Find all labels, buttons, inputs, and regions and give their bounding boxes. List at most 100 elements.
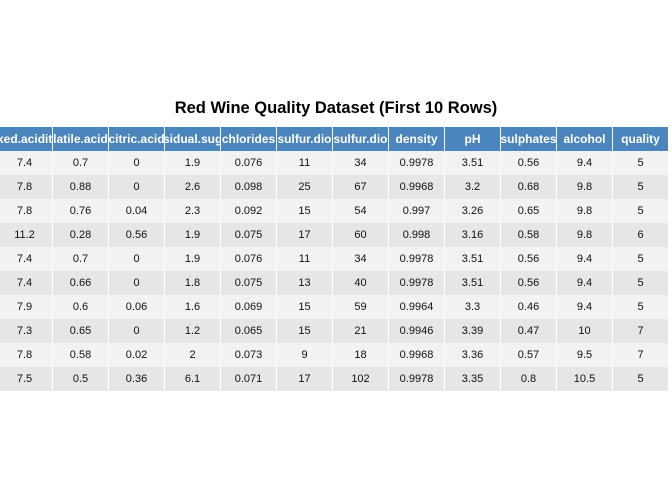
table-cell: 0.46 [500, 295, 557, 319]
table-cell: 7.5 [0, 367, 53, 391]
table-cell: 0 [108, 151, 165, 175]
table-cell: 7.3 [0, 319, 53, 343]
table-cell: 0.58 [500, 223, 557, 247]
table-cell: 10.5 [556, 367, 613, 391]
table-cell: 1.9 [164, 223, 221, 247]
table-cell: 15 [276, 319, 333, 343]
table-cell: 34 [332, 151, 389, 175]
table-cell: 0 [108, 319, 165, 343]
table-cell: 7.9 [0, 295, 53, 319]
column-header: citric.acid [108, 127, 165, 151]
table-cell: 2.3 [164, 199, 221, 223]
table-cell: 9.4 [556, 295, 613, 319]
table-cell: 0 [108, 247, 165, 271]
table-cell: 0 [108, 175, 165, 199]
table-cell: 0.9978 [388, 271, 445, 295]
table-cell: 59 [332, 295, 389, 319]
table-row: 11.2 0.28 0.56 1.9 0.075 17 60 0.998 3.16 0.58 9.8… [0, 223, 669, 247]
column-header: density [388, 127, 445, 151]
table-cell: 0.9978 [388, 151, 445, 175]
table-cell: 9.4 [556, 271, 613, 295]
table-cell: 0.076 [220, 247, 277, 271]
table-cell: 0.28 [52, 223, 109, 247]
chart-title: Red Wine Quality Dataset (First 10 Rows) [174, 99, 498, 117]
table-cell: 3.2 [444, 175, 501, 199]
table-cell: 1.8 [164, 271, 221, 295]
table-cell: 7.4 [0, 151, 53, 175]
table-row: 7.9 0.6 0.06 1.6 0.069 15 59 0.9964 3.3 0.46 9.4 5 [0, 295, 669, 319]
table-cell: 0.998 [388, 223, 445, 247]
column-header: alcohol [556, 127, 613, 151]
table-cell: 7 [612, 343, 669, 367]
table-cell: 9.4 [556, 151, 613, 175]
table-cell: 9.4 [556, 247, 613, 271]
column-header: quality [612, 127, 669, 151]
table-cell: 0.02 [108, 343, 165, 367]
table-cell: 67 [332, 175, 389, 199]
table-cell: 6.1 [164, 367, 221, 391]
table-cell: 0.073 [220, 343, 277, 367]
table-cell: 34 [332, 247, 389, 271]
table-cell: 0.65 [52, 319, 109, 343]
table-cell: 9.8 [556, 223, 613, 247]
table-cell: 13 [276, 271, 333, 295]
table-cell: 0.075 [220, 271, 277, 295]
column-header: sulfur.dio [276, 127, 333, 151]
table-cell: 0.092 [220, 199, 277, 223]
table-cell: 25 [276, 175, 333, 199]
table-cell: 5 [612, 151, 669, 175]
table-cell: 0.9964 [388, 295, 445, 319]
table-cell: 7.8 [0, 199, 53, 223]
column-header: sulphates [500, 127, 557, 151]
table-cell: 0.56 [108, 223, 165, 247]
table-cell: 7 [612, 319, 669, 343]
table-cell: 0.76 [52, 199, 109, 223]
table-cell: 11 [276, 151, 333, 175]
table-cell: 54 [332, 199, 389, 223]
table-body: 7.4 0.7 0 1.9 0.076 11 34 0.9978 3.51 0.56 9.4 5 7.8… [0, 151, 669, 391]
table-row: 7.4 0.7 0 1.9 0.076 11 34 0.9978 3.51 0.56 9.4 5 [0, 247, 669, 271]
table-cell: 7.4 [0, 247, 53, 271]
table-cell: 0.5 [52, 367, 109, 391]
table-cell: 3.26 [444, 199, 501, 223]
table-cell: 0.071 [220, 367, 277, 391]
table-cell: 10 [556, 319, 613, 343]
table-cell: 9 [276, 343, 333, 367]
table-row: 7.8 0.76 0.04 2.3 0.092 15 54 0.997 3.26 0.65 9.8 5 [0, 199, 669, 223]
table-cell: 0.7 [52, 151, 109, 175]
table-cell: 15 [276, 295, 333, 319]
table-cell: 0.36 [108, 367, 165, 391]
table-row: 7.8 0.58 0.02 2 0.073 9 18 0.9968 3.36 0.57 9.5 7 [0, 343, 669, 367]
table-cell: 3.16 [444, 223, 501, 247]
table-row: 7.8 0.88 0 2.6 0.098 25 67 0.9968 3.2 0.68 9.8 5 [0, 175, 669, 199]
table-cell: 21 [332, 319, 389, 343]
table-cell: 0.58 [52, 343, 109, 367]
table-cell: 3.39 [444, 319, 501, 343]
table-row: 7.4 0.7 0 1.9 0.076 11 34 0.9978 3.51 0.56 9.4 5 [0, 151, 669, 175]
table-cell: 3.51 [444, 247, 501, 271]
table-cell: 0.56 [500, 247, 557, 271]
table-cell: 0.88 [52, 175, 109, 199]
table-cell: 0.9968 [388, 175, 445, 199]
table-cell: 0.069 [220, 295, 277, 319]
table-row: 7.4 0.66 0 1.8 0.075 13 40 0.9978 3.51 0.56 9.4 5 [0, 271, 669, 295]
table-cell: 17 [276, 223, 333, 247]
table-cell: 0.076 [220, 151, 277, 175]
table-cell: 0.56 [500, 271, 557, 295]
table-cell: 3.35 [444, 367, 501, 391]
table-cell: 60 [332, 223, 389, 247]
column-header: pH [444, 127, 501, 151]
table-cell: 1.9 [164, 151, 221, 175]
table-cell: 0.9978 [388, 247, 445, 271]
table-cell: 3.51 [444, 271, 501, 295]
table-cell: 0.7 [52, 247, 109, 271]
table-cell: 1.2 [164, 319, 221, 343]
table-cell: 1.6 [164, 295, 221, 319]
table-row: 7.3 0.65 0 1.2 0.065 15 21 0.9946 3.39 0.47 10 7 [0, 319, 669, 343]
table-cell: 5 [612, 271, 669, 295]
table-cell: 7.8 [0, 175, 53, 199]
table-cell: 3.51 [444, 151, 501, 175]
table-cell: 5 [612, 367, 669, 391]
table-cell: 9.8 [556, 175, 613, 199]
column-header: sulfur.dio [332, 127, 389, 151]
